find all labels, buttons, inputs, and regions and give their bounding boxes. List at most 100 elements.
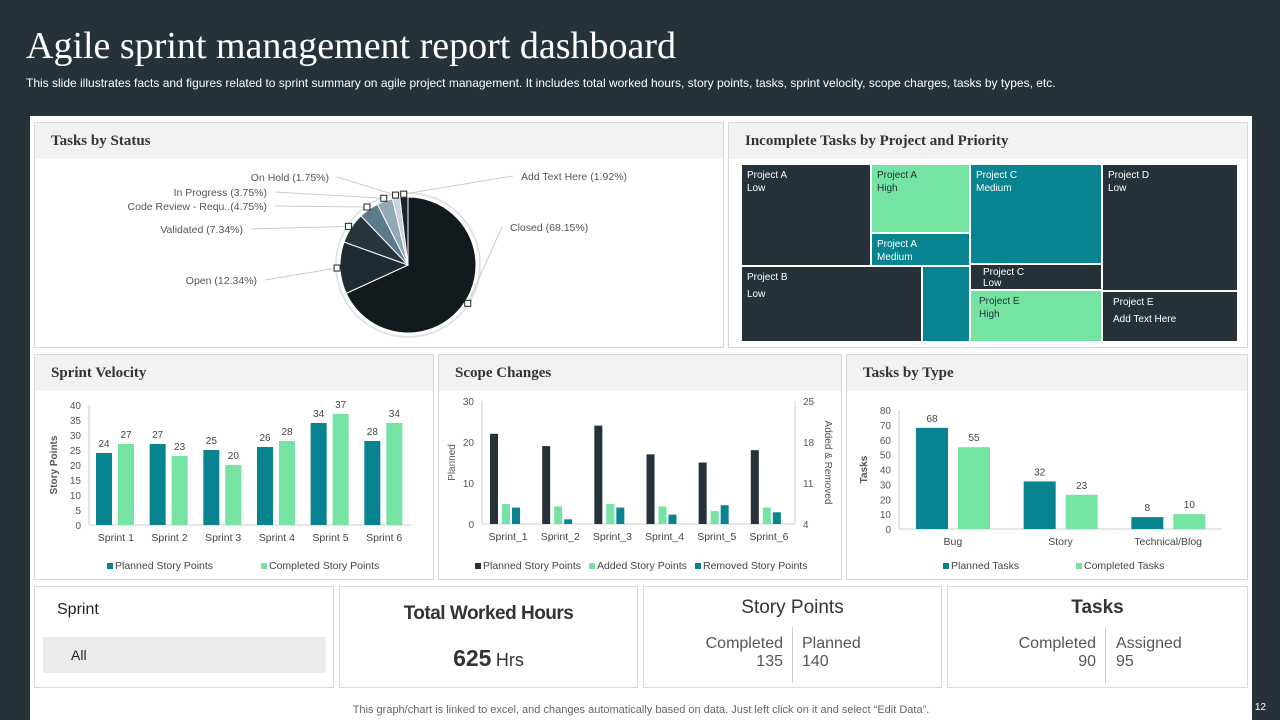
slice-label: Code Review - Requ..(4.75%) xyxy=(128,201,267,213)
x-tick-label: Sprint 4 xyxy=(259,532,295,544)
data-label: 10 xyxy=(1184,500,1196,511)
card-title: Tasks by Status xyxy=(35,123,723,159)
sprint-filter-card: Sprint All xyxy=(34,586,334,688)
legend-label: Planned Tasks xyxy=(951,560,1019,572)
story-points-card: Story Points Completed 135 Planned 140 xyxy=(643,586,942,688)
leader-line xyxy=(250,225,349,230)
bar xyxy=(1023,481,1056,529)
y2-tick-label: 4 xyxy=(803,520,809,531)
bar xyxy=(502,504,510,524)
slice-label: On Hold (1.75%) xyxy=(251,172,329,184)
treemap-cell[interactable]: Project A Medium xyxy=(872,234,969,265)
data-label: 23 xyxy=(1076,481,1088,492)
y-tick-label: 0 xyxy=(468,520,474,531)
bar xyxy=(958,447,990,529)
bar xyxy=(96,453,112,525)
bar xyxy=(310,423,327,525)
x-tick-label: Sprint_6 xyxy=(749,531,788,543)
completed-label: Completed xyxy=(1018,635,1096,652)
data-label: 26 xyxy=(259,433,271,444)
data-label: 28 xyxy=(367,427,379,438)
completed-value: 135 xyxy=(756,653,783,670)
legend-label: Added Story Points xyxy=(597,560,687,572)
hours-unit: Hrs xyxy=(495,650,524,670)
bar xyxy=(658,506,667,524)
x-tick-label: Sprint_2 xyxy=(541,531,580,543)
treemap-cell[interactable]: Project B Low xyxy=(742,267,921,341)
scope-changes-chart: 0 10 20 30 Planned Sprint_1 Sprint_2 Sprint_3 Sp… xyxy=(447,397,833,572)
dashboard: Tasks by Status Closed (68.15%) Open (12.… xyxy=(30,116,1252,720)
bar xyxy=(512,507,520,524)
y-tick-label: 20 xyxy=(463,438,475,449)
tasks-by-type-chart: 0 10 20 30 40 50 60 70 80 Tasks Bug Story Technical/… xyxy=(859,406,1222,572)
x-tick-label: Sprint_3 xyxy=(593,531,632,543)
treemap-cell[interactable] xyxy=(923,267,969,341)
slice-label: Open (12.34%) xyxy=(186,275,257,287)
y-tick-label: 30 xyxy=(463,397,475,408)
data-label: 55 xyxy=(968,433,980,444)
y-tick-label: 40 xyxy=(880,466,892,477)
bar xyxy=(594,425,603,524)
treemap-cell[interactable]: Project E High xyxy=(971,291,1101,341)
legend-swatch xyxy=(589,563,595,569)
hours-value: 625 xyxy=(453,645,492,671)
bar xyxy=(698,462,707,524)
treemap-cell[interactable]: Project C Medium xyxy=(971,165,1101,263)
bar xyxy=(646,454,655,524)
bar xyxy=(332,414,349,525)
tasks-by-type-card: Tasks by Type 0 10 20 30 40 50 60 70 80 Tasks Bug S… xyxy=(846,354,1248,580)
leader-line xyxy=(403,175,514,195)
footer-note: This graph/chart is linked to excel, and… xyxy=(352,704,930,716)
completed-value: 90 xyxy=(1078,653,1096,670)
completed-label: Completed xyxy=(705,635,783,652)
page-title: Agile sprint management report dashboard xyxy=(26,25,677,67)
y-axis-title: Tasks xyxy=(859,455,870,483)
sprint-filter-item[interactable]: All xyxy=(43,637,326,673)
y-tick-label: 35 xyxy=(70,416,82,427)
bar xyxy=(916,427,948,529)
treemap-cell[interactable]: Project A Low xyxy=(742,165,870,265)
treemap-cell[interactable]: Project E Add Text Here xyxy=(1103,292,1237,341)
legend-label: Planned Story Points xyxy=(483,560,581,572)
y-tick-label: 20 xyxy=(70,461,82,472)
bar xyxy=(171,456,188,525)
y-tick-label: 10 xyxy=(880,510,892,521)
tasks-card: Tasks Completed 90 Assigned 95 xyxy=(947,586,1248,688)
data-label: 34 xyxy=(389,409,401,420)
x-tick-label: Sprint 5 xyxy=(312,532,348,544)
y-tick-label: 0 xyxy=(75,521,81,532)
leader-line xyxy=(336,176,396,196)
treemap-cell[interactable]: Project D Low xyxy=(1103,165,1237,290)
scope-changes-card: Scope Changes 0 10 20 30 Planned Sprint_1 Spri… xyxy=(438,354,842,580)
divider xyxy=(1105,627,1106,683)
assigned-label: Assigned xyxy=(1116,635,1182,652)
legend-label: Planned Story Points xyxy=(115,560,213,572)
x-tick-label: Sprint 1 xyxy=(98,532,134,544)
bar xyxy=(762,507,771,524)
slice-label: Closed (68.15%) xyxy=(510,222,588,234)
y-tick-label: 60 xyxy=(880,436,892,447)
data-label: 23 xyxy=(174,442,186,453)
slice-marker xyxy=(333,264,341,272)
y-tick-label: 30 xyxy=(880,480,892,491)
bar xyxy=(279,441,295,525)
treemap-cell[interactable]: Project C Low xyxy=(971,265,1101,289)
legend-swatch xyxy=(1076,563,1082,569)
bar xyxy=(1131,517,1164,529)
bar xyxy=(386,423,403,525)
slice-marker xyxy=(380,194,388,202)
treemap-cell[interactable]: Project A High xyxy=(872,165,969,232)
y-axis-title: Story Points xyxy=(49,435,60,494)
leader-line xyxy=(264,267,338,281)
data-label: 68 xyxy=(926,414,938,425)
y-tick-label: 30 xyxy=(70,431,82,442)
bar xyxy=(1065,494,1098,529)
bar xyxy=(542,446,551,524)
bar xyxy=(606,504,615,524)
slice-label: In Progress (3.75%) xyxy=(174,187,267,199)
bar xyxy=(149,444,166,525)
divider xyxy=(792,627,793,683)
x-tick-label: Sprint_5 xyxy=(697,531,736,543)
y-tick-label: 80 xyxy=(880,406,892,417)
y-tick-label: 5 xyxy=(75,506,81,517)
